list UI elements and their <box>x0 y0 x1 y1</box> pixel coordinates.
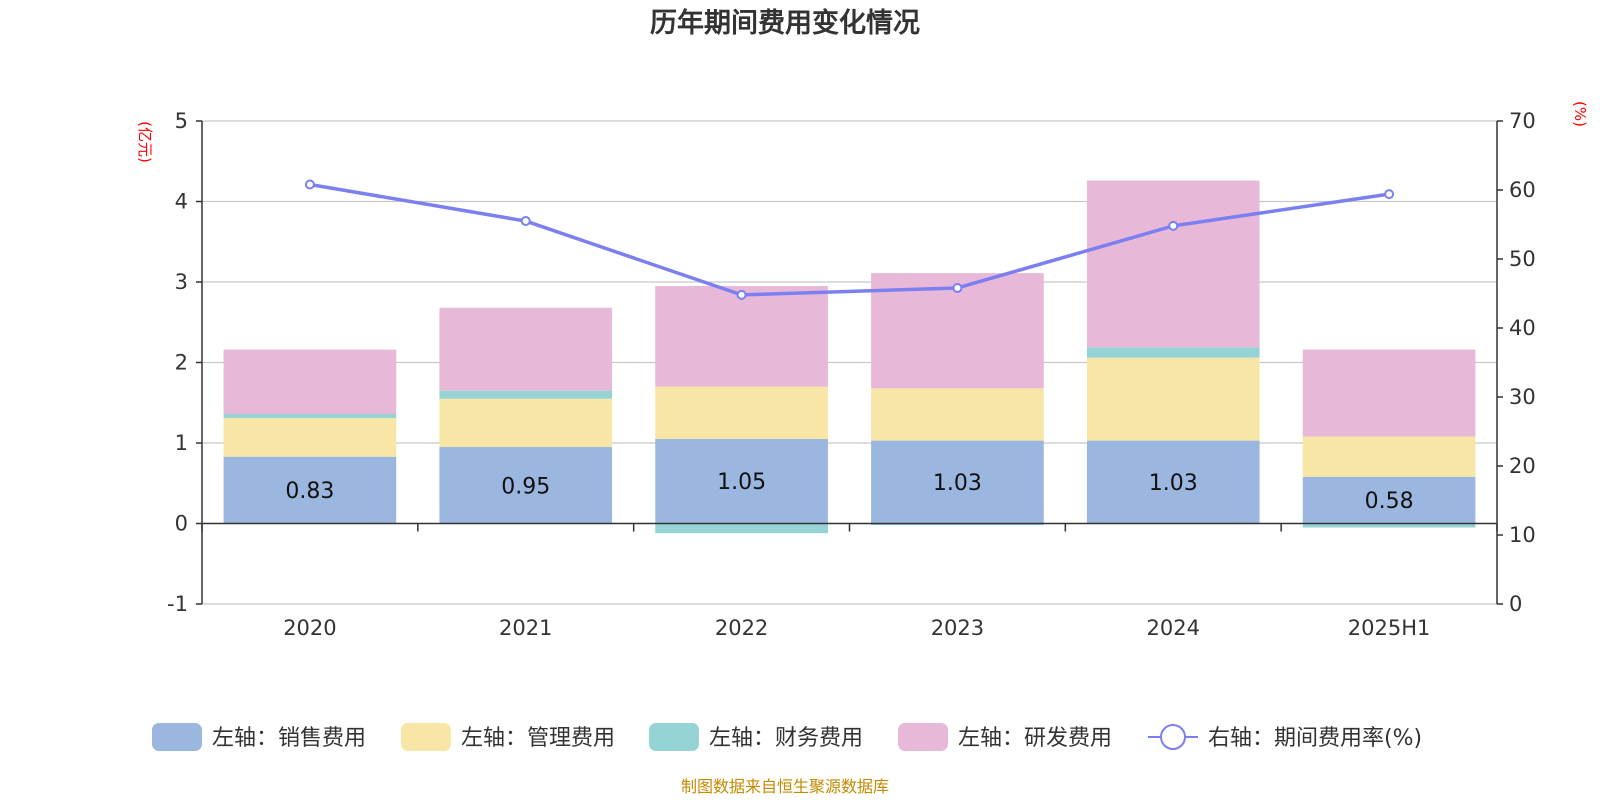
left-axis-tick-label: 5 <box>175 109 188 133</box>
bar-segment-2 <box>223 418 397 457</box>
bar-segment-1 <box>655 438 828 524</box>
left-axis-tick-label: 1 <box>175 431 188 455</box>
rate-line <box>304 179 1395 300</box>
chart-title: 历年期间费用变化情况 <box>650 7 920 39</box>
left-axis-tick-label: -1 <box>167 592 188 616</box>
bar-segment-2 <box>1086 357 1260 441</box>
bar-data-label: 1.03 <box>933 471 982 496</box>
rate-line-point <box>736 289 747 300</box>
rate-line-path <box>309 182 1390 297</box>
bar-segment-2 <box>655 386 828 439</box>
right-axis-tick-label: 40 <box>1509 316 1536 340</box>
bar-segment-3 <box>655 523 828 534</box>
x-axis-tick-label: 2025H1 <box>1348 616 1431 640</box>
right-axis-tick-label: 50 <box>1509 247 1536 271</box>
bar-data-label: 0.83 <box>285 479 334 504</box>
legend-label-1: 左轴：销售费用 <box>212 726 366 751</box>
bar-segment-4 <box>1086 180 1260 348</box>
rate-line-point <box>952 282 963 293</box>
left-axis-tick-label: 3 <box>175 270 188 294</box>
left-axis-tick-label: 2 <box>175 351 188 375</box>
bar-data-label: 1.03 <box>1149 471 1198 496</box>
right-axis-tick-label: 60 <box>1509 178 1536 202</box>
bar-segment-3 <box>439 390 613 399</box>
rate-line-point <box>1384 189 1395 200</box>
x-axis-tick-label: 2024 <box>1147 616 1200 640</box>
data-labels: 0.83 0.95 1.05 1.03 1.03 0.58 <box>285 470 1413 514</box>
rate-line-point <box>520 216 531 227</box>
legend-label-3: 左轴：财务费用 <box>709 726 863 751</box>
bar-segment-2 <box>871 388 1044 441</box>
rate-line-point <box>304 179 315 190</box>
x-axis-tick-label: 2023 <box>931 616 984 640</box>
legend-label-4: 左轴：研发费用 <box>958 726 1112 751</box>
legend-label-2: 左轴：管理费用 <box>461 726 615 751</box>
bar-segment-2 <box>439 398 613 448</box>
bar-data-label: 1.05 <box>717 470 766 495</box>
left-axis-tick-label: 4 <box>175 190 188 214</box>
bar-segment-3 <box>1086 347 1260 358</box>
bar-data-label: 0.95 <box>501 474 550 499</box>
bar-segment-3 <box>871 523 1044 526</box>
bar-segment-3 <box>223 414 397 419</box>
right-axis-tick-label: 0 <box>1509 592 1522 616</box>
legend-swatch-4 <box>898 723 948 751</box>
right-axis-tick-label: 20 <box>1509 454 1536 478</box>
legend-label-5: 右轴：期间费用率(%) <box>1208 726 1422 751</box>
bar-segment-4 <box>655 286 828 387</box>
left-axis-tick-label: 0 <box>175 512 188 536</box>
x-axis-tick-label: 2021 <box>499 616 552 640</box>
bar-segment-1 <box>223 456 397 524</box>
right-axis-tick-label: 10 <box>1509 523 1536 547</box>
bars <box>223 180 1476 534</box>
x-axis-tick-label: 2022 <box>715 616 768 640</box>
left-axis-unit-label: (亿元) <box>136 121 154 163</box>
rate-line-point <box>1168 220 1179 231</box>
x-axis-tick-label: 2020 <box>283 616 336 640</box>
bar-segment-1 <box>871 440 1044 524</box>
bar-data-label: 0.58 <box>1365 489 1414 514</box>
bar-segment-1 <box>1302 476 1476 524</box>
legend-swatch-1 <box>152 723 202 751</box>
legend-swatch-3 <box>649 723 699 751</box>
legend: 左轴：销售费用 左轴：管理费用 左轴：财务费用 左轴：研发费用 右轴：期间费用率(%) <box>152 723 1422 751</box>
bar-segment-4 <box>1302 349 1476 437</box>
right-axis-tick-label: 70 <box>1509 109 1536 133</box>
legend-swatch-2 <box>401 723 451 751</box>
bar-segment-1 <box>439 447 613 524</box>
bar-segment-2 <box>1302 436 1476 477</box>
right-axis-unit-label: (%) <box>1571 101 1589 127</box>
bar-segment-3 <box>1302 523 1476 528</box>
bar-segment-4 <box>223 349 397 415</box>
bar-segment-1 <box>1086 440 1260 524</box>
source-note: 制图数据来自恒生聚源数据库 <box>681 777 889 796</box>
bar-segment-4 <box>439 307 613 391</box>
legend-marker-swatch <box>1160 724 1186 750</box>
right-axis-tick-label: 30 <box>1509 385 1536 409</box>
